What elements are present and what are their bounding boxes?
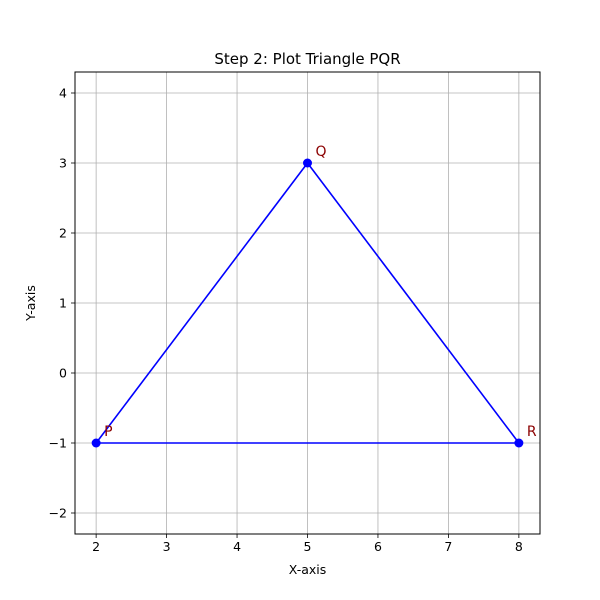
x-tick-label: 7 <box>444 539 452 554</box>
x-tick-label: 2 <box>92 539 100 554</box>
y-axis-label: Y-axis <box>23 285 38 322</box>
y-tick-label: −2 <box>49 506 67 521</box>
y-tick-label: 2 <box>59 226 67 241</box>
edge-QR <box>306 162 520 444</box>
y-tick-label: 3 <box>59 156 67 171</box>
x-tick-label: 5 <box>304 539 312 554</box>
y-tick-label: 4 <box>59 86 67 101</box>
triangle-series <box>91 158 524 448</box>
axis-ticks: 2 3 4 5 6 7 8 −2 −1 0 1 2 3 4 <box>49 86 523 555</box>
point-p-label: P <box>104 424 112 440</box>
x-tick-label: 4 <box>233 539 241 554</box>
point-q-marker <box>303 158 312 168</box>
y-tick-label: 0 <box>59 366 67 381</box>
point-r-marker <box>514 438 524 448</box>
y-tick-label: −1 <box>49 436 67 451</box>
point-q-label: Q <box>316 144 327 160</box>
point-r-label: R <box>527 424 537 440</box>
y-tick-label: 1 <box>59 296 67 311</box>
x-axis-label: X-axis <box>289 562 327 577</box>
x-tick-label: 6 <box>374 539 382 554</box>
x-tick-label: 8 <box>515 539 523 554</box>
point-p-marker <box>91 438 101 448</box>
edge-PQ <box>95 162 309 444</box>
x-tick-label: 3 <box>163 539 171 554</box>
chart-title: Step 2: Plot Triangle PQR <box>214 50 400 68</box>
point-labels: P Q R <box>104 144 537 440</box>
